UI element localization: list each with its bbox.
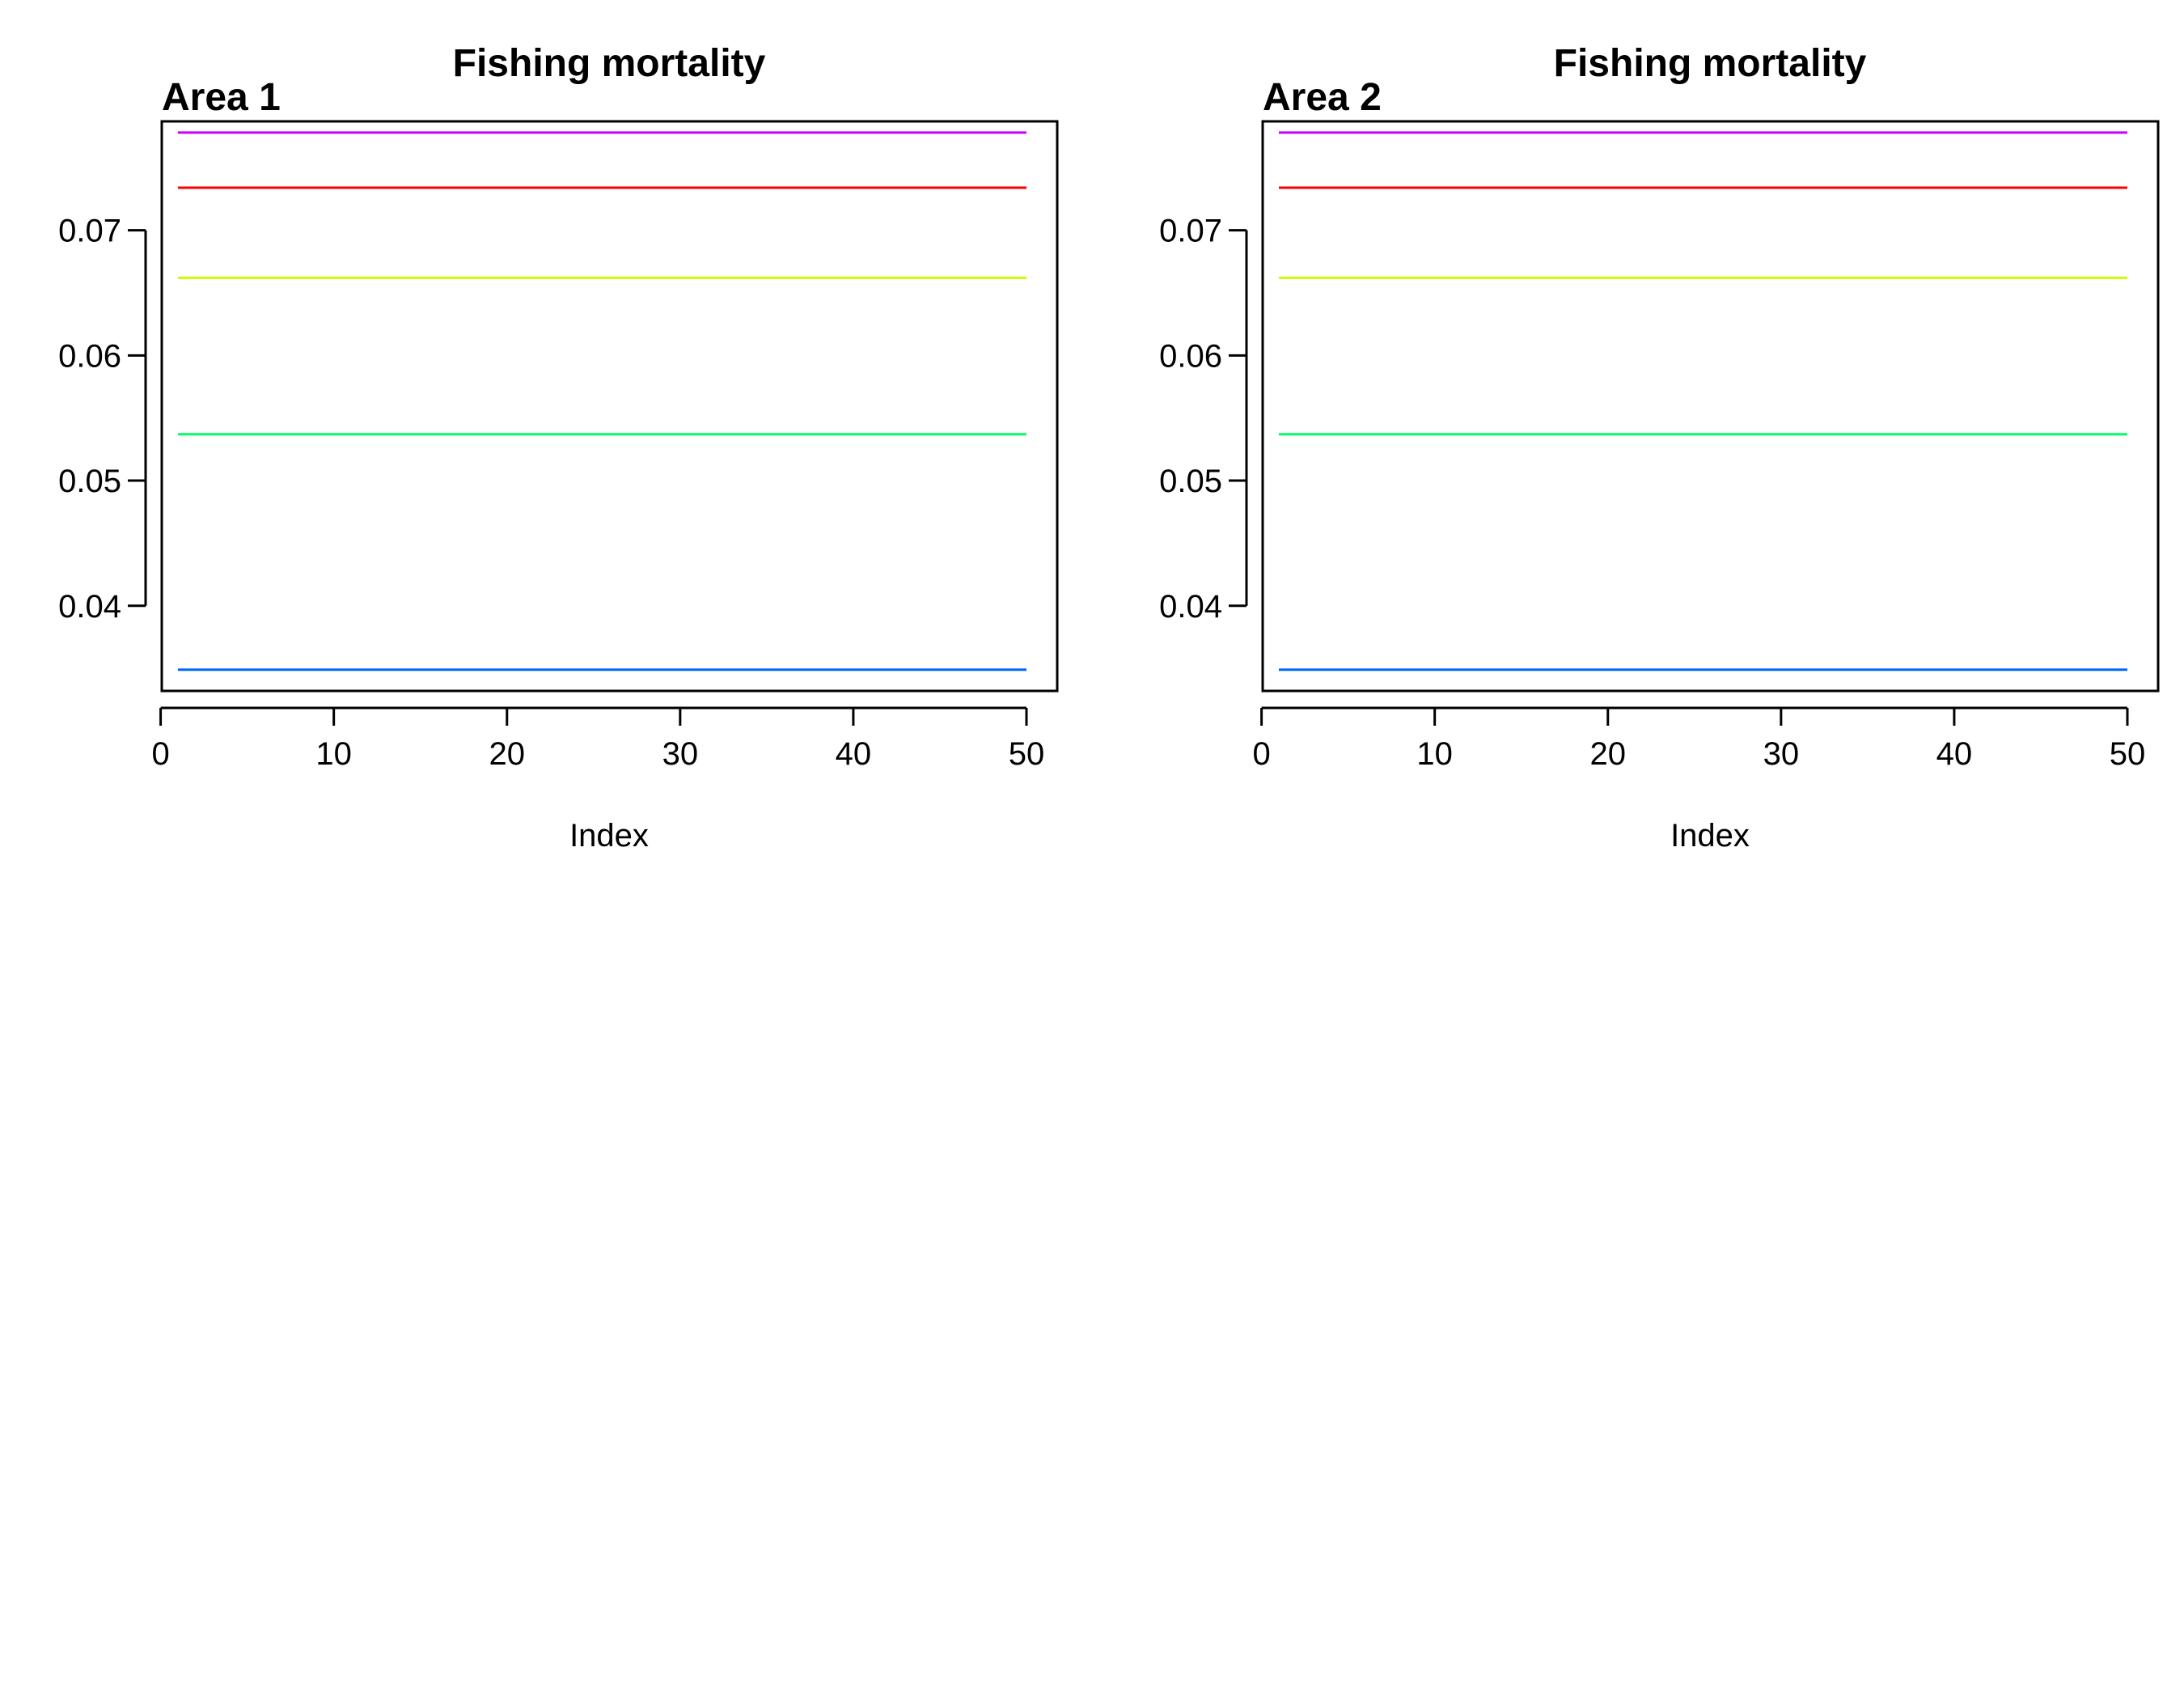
x-tick-label-20: 20 bbox=[489, 736, 526, 772]
series-lines bbox=[178, 131, 1026, 672]
x-axis: 0 10 20 30 40 50 bbox=[1252, 706, 2146, 772]
y-tick-label-0.05: 0.05 bbox=[1159, 464, 1222, 499]
x-tick-label-20: 20 bbox=[1590, 736, 1627, 772]
x-tick-label-50: 50 bbox=[1009, 736, 1045, 772]
x-tick-label-40: 40 bbox=[836, 736, 872, 772]
area-label: Area 2 bbox=[1263, 76, 1382, 119]
x-tick-label-10: 10 bbox=[315, 736, 352, 772]
y-tick-label-0.07: 0.07 bbox=[1159, 214, 1222, 249]
y-tick-label-0.07: 0.07 bbox=[58, 214, 121, 249]
x-tick-label-0: 0 bbox=[1252, 736, 1270, 772]
x-axis: 0 10 20 30 40 50 bbox=[151, 706, 1045, 772]
plot-frame bbox=[1261, 120, 2160, 693]
panel-area-1: Fishing mortality Area 1 0 10 20 30 40 5… bbox=[58, 42, 1059, 854]
x-tick-label-40: 40 bbox=[1936, 736, 1973, 772]
x-tick-label-50: 50 bbox=[2110, 736, 2146, 772]
y-tick-label-0.06: 0.06 bbox=[58, 338, 121, 374]
plot-frame bbox=[160, 120, 1059, 693]
x-tick-label-0: 0 bbox=[151, 736, 169, 772]
x-tick-label-30: 30 bbox=[1763, 736, 1800, 772]
y-tick-label-0.06: 0.06 bbox=[1159, 338, 1222, 374]
y-tick-label-0.05: 0.05 bbox=[58, 464, 121, 499]
chart-title: Fishing mortality bbox=[1554, 42, 1867, 85]
x-tick-label-10: 10 bbox=[1416, 736, 1453, 772]
chart-title: Fishing mortality bbox=[453, 42, 766, 85]
y-tick-label-0.04: 0.04 bbox=[58, 589, 121, 625]
y-tick-label-0.04: 0.04 bbox=[1159, 589, 1222, 625]
area-label: Area 1 bbox=[162, 76, 281, 119]
x-axis-label: Index bbox=[569, 818, 649, 854]
y-axis: 0.04 0.05 0.06 0.07 bbox=[58, 214, 147, 625]
x-axis-label: Index bbox=[1670, 818, 1750, 854]
x-tick-label-30: 30 bbox=[662, 736, 699, 772]
panel-area-2: Fishing mortality Area 2 0 10 20 30 40 5… bbox=[1159, 42, 2160, 854]
y-axis: 0.04 0.05 0.06 0.07 bbox=[1159, 214, 1248, 625]
series-lines bbox=[1279, 131, 2127, 672]
